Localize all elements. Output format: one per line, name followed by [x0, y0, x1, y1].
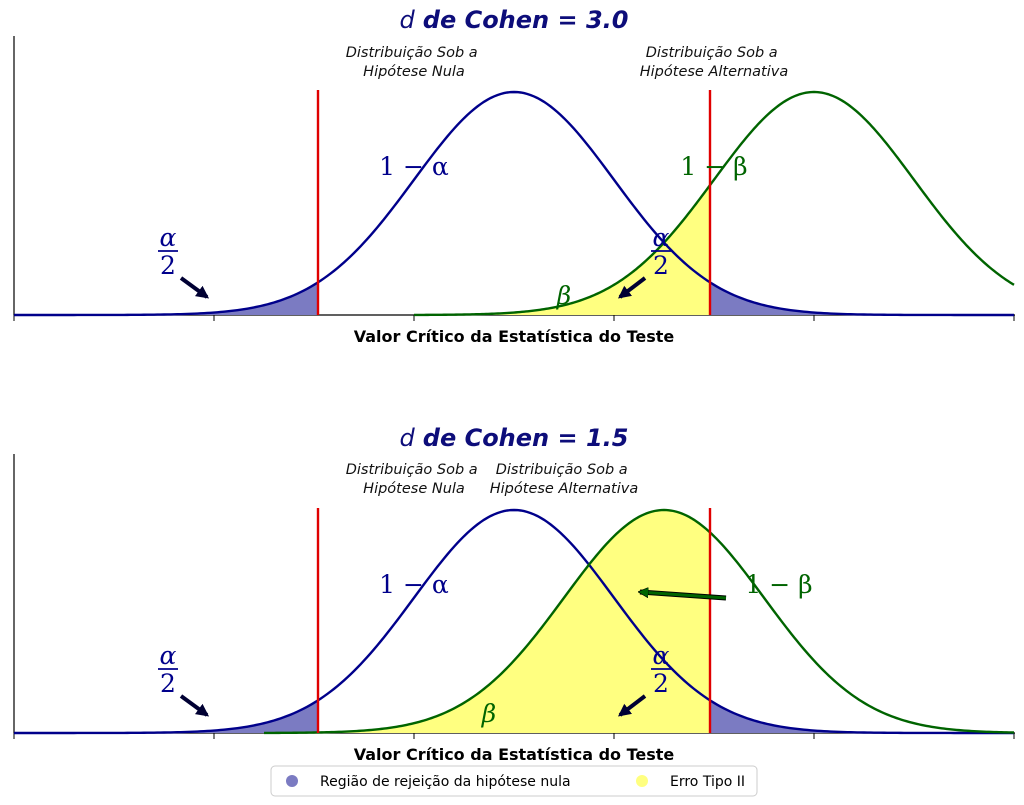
- rejection-region-right: [710, 282, 1014, 315]
- null-distribution-curve: [14, 508, 1014, 735]
- null-distribution-curve: [14, 90, 1014, 317]
- chart-title: d de Cohen = 3.0: [400, 6, 629, 34]
- arrow-to-left-tail: [179, 276, 210, 299]
- beta-label: β: [556, 281, 571, 310]
- title-prefix: d: [400, 424, 416, 452]
- title-main: de Cohen = 3.0: [423, 6, 629, 34]
- arrow-to-left-tail: [179, 694, 210, 717]
- arrow-to-power-area: [640, 592, 727, 600]
- type-ii-error-area: [264, 510, 710, 733]
- chart-title: d de Cohen = 1.5: [400, 424, 629, 452]
- legend-swatch-rejection: [286, 775, 298, 787]
- title-main: de Cohen = 1.5: [423, 424, 629, 452]
- legend-label-type-ii: Erro Tipo II: [670, 774, 745, 790]
- rejection-region-left: [14, 282, 318, 315]
- alternative-distribution-curve: [413, 90, 1015, 317]
- alpha-denominator: 2: [160, 251, 176, 280]
- null-distribution-label: Distribuição Sob a Hipótese Nula: [346, 45, 483, 80]
- arrow-to-right-tail: [617, 694, 647, 717]
- alpha-numerator: α: [653, 641, 670, 670]
- rejection-region-right: [710, 700, 1014, 733]
- alt-distribution-label: Distribuição Sob a Hipótese Alternativa: [640, 45, 788, 80]
- panel-bottom: d de Cohen = 1.5 Distribuição Sob a Hipót…: [13, 424, 1015, 764]
- arrow-to-right-tail: [617, 276, 647, 299]
- legend: Região de rejeição da hipótese nula Erro…: [270, 765, 758, 797]
- alpha-half-left: α 2: [158, 641, 178, 698]
- legend-frame: [270, 765, 758, 797]
- alpha-half-right: α 2: [651, 223, 671, 280]
- alpha-denominator: 2: [653, 669, 669, 698]
- alpha-numerator: α: [160, 641, 177, 670]
- alpha-denominator: 2: [653, 251, 669, 280]
- alpha-numerator: α: [160, 223, 177, 252]
- x-axis-label: Valor Crítico da Estatística do Teste: [354, 327, 675, 346]
- x-axis-label: Valor Crítico da Estatística do Teste: [354, 745, 675, 764]
- alpha-half-left: α 2: [158, 223, 178, 280]
- panel-top: d de Cohen = 3.0 Distribuição Sob a Hipót…: [13, 6, 1015, 346]
- legend-swatch-type-ii: [636, 775, 648, 787]
- alpha-numerator: α: [653, 223, 670, 252]
- one-minus-alpha-label: 1 − α: [379, 570, 449, 599]
- title-prefix: d: [400, 6, 416, 34]
- beta-label: β: [481, 699, 496, 728]
- alternative-distribution-curve: [263, 508, 1015, 735]
- legend-label-rejection: Região de rejeição da hipótese nula: [320, 774, 571, 790]
- rejection-region-left: [14, 700, 318, 733]
- alpha-denominator: 2: [160, 669, 176, 698]
- one-minus-alpha-label: 1 − α: [379, 152, 449, 181]
- alpha-half-right: α 2: [651, 641, 671, 698]
- null-distribution-label: Distribuição Sob a Hipótese Nula: [346, 462, 483, 497]
- one-minus-beta-label: 1 − β: [680, 152, 747, 181]
- one-minus-beta-label: 1 − β: [745, 570, 812, 599]
- alt-distribution-label: Distribuição Sob a Hipótese Alternativa: [490, 462, 638, 497]
